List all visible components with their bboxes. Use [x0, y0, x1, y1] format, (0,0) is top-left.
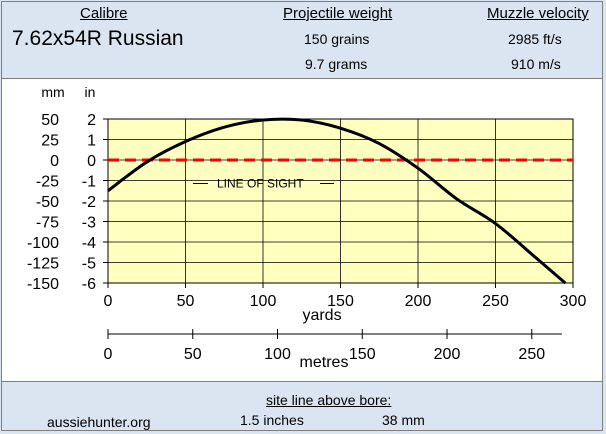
y-tick-label-mm: 50 — [41, 112, 59, 129]
metres-tick-label: 200 — [434, 346, 461, 363]
y-tick-label-in: -4 — [82, 235, 96, 252]
site-line-inches: 1.5 inches — [240, 412, 304, 428]
trajectory-chart: 25012500-1-25-2-50-3-75-4-100-5-125-6-15… — [27, 84, 587, 371]
muzzle-velocity-fps: 2985 ft/s — [508, 31, 562, 47]
line-of-sight-label: LINE OF SIGHT — [217, 177, 304, 191]
muzzle-velocity-ms: 910 m/s — [511, 56, 561, 72]
y-tick-label-in: -5 — [82, 256, 96, 273]
metres-tick-label: 150 — [349, 346, 376, 363]
x-tick-label-yards: 100 — [250, 293, 277, 310]
x-tick-label-yards: 200 — [405, 293, 432, 310]
x-axis-title-yards: yards — [302, 307, 341, 324]
y-tick-label-in: -3 — [82, 215, 96, 232]
site-name: aussiehunter.org — [47, 414, 151, 430]
projectile-weight-label: Projectile weight — [283, 5, 393, 22]
x-tick-label-yards: 250 — [482, 293, 509, 310]
y-tick-label-mm: -150 — [27, 276, 59, 293]
y-tick-label-in: 1 — [87, 133, 96, 150]
projectile-grains: 150 grains — [304, 31, 370, 47]
x-axis-title-metres: metres — [300, 354, 349, 371]
x-tick-label-yards: 300 — [560, 293, 587, 310]
y-tick-label-mm: -100 — [27, 235, 59, 252]
metres-tick-label: 50 — [184, 346, 202, 363]
muzzle-velocity-label: Muzzle velocity — [487, 5, 589, 22]
y-tick-label-in: -1 — [82, 174, 96, 191]
y-tick-label-in: 2 — [87, 112, 96, 129]
x-tick-label-yards: 150 — [327, 293, 354, 310]
chart-area: 2 50 1 25 0 0 -1 -25 -2 -50 -3 -75 -4 -100 -5 -125 -6 -15… — [2, 78, 602, 382]
y-tick-label-mm: 0 — [50, 153, 59, 170]
site-line-label: site line above bore: — [266, 392, 392, 408]
y-tick-label-mm: 25 — [41, 133, 59, 150]
metres-tick-label: 100 — [264, 346, 291, 363]
site-line-mm: 38 mm — [382, 412, 425, 428]
y-tick-label-mm: -125 — [27, 256, 59, 273]
metres-tick-label: 0 — [104, 346, 113, 363]
y-tick-label-in: 0 — [87, 153, 96, 170]
y-axis-title-in: in — [85, 84, 96, 100]
x-tick-label-yards: 50 — [177, 293, 195, 310]
calibre-label: Calibre — [80, 5, 128, 22]
trajectory-line — [107, 117, 567, 285]
calibre-value: 7.62x54R Russian — [12, 27, 184, 50]
y-tick-label-mm: -25 — [36, 174, 59, 191]
y-tick-label-mm: -75 — [36, 215, 59, 232]
metres-tick-label: 250 — [518, 346, 545, 363]
y-tick-label-mm: -50 — [36, 194, 59, 211]
y-tick-label-in: -6 — [82, 276, 96, 293]
y-tick-label-in: -2 — [82, 194, 96, 211]
projectile-grams: 9.7 grams — [305, 56, 368, 72]
x-tick-label-yards: 0 — [104, 293, 113, 310]
y-axis-title-mm: mm — [41, 84, 64, 100]
